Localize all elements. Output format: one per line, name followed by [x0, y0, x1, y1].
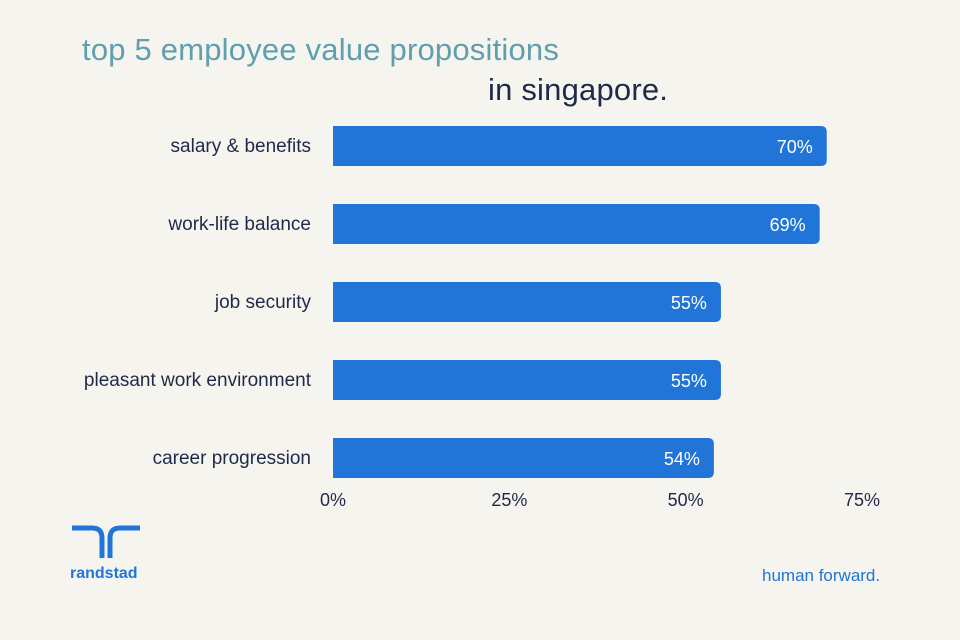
value-label: 54% — [664, 449, 700, 469]
x-tick-label: 25% — [491, 490, 527, 510]
category-label: pleasant work environment — [84, 370, 312, 391]
bar — [333, 126, 827, 166]
chart-subtitle: in singapore. — [488, 72, 669, 107]
bar — [333, 282, 721, 322]
tagline: human forward. — [762, 566, 881, 585]
bar — [333, 438, 714, 478]
value-label: 70% — [777, 137, 813, 157]
x-tick-label: 0% — [320, 490, 346, 510]
randstad-logo-icon — [72, 525, 140, 558]
x-tick-label: 50% — [668, 490, 704, 510]
value-label: 55% — [671, 293, 707, 313]
category-label: job security — [214, 292, 312, 313]
category-label: career progression — [153, 448, 311, 469]
value-label: 69% — [770, 215, 806, 235]
bar — [333, 360, 721, 400]
bar-chart: salary & benefits 70% work-life balance 69%… — [84, 126, 880, 510]
category-label: work-life balance — [167, 214, 311, 235]
category-label: salary & benefits — [171, 136, 311, 157]
x-tick-label: 75% — [844, 490, 880, 510]
bar — [333, 204, 820, 244]
value-label: 55% — [671, 371, 707, 391]
chart-title: top 5 employee value propositions — [82, 32, 560, 67]
brand-wordmark: randstad — [70, 565, 138, 582]
